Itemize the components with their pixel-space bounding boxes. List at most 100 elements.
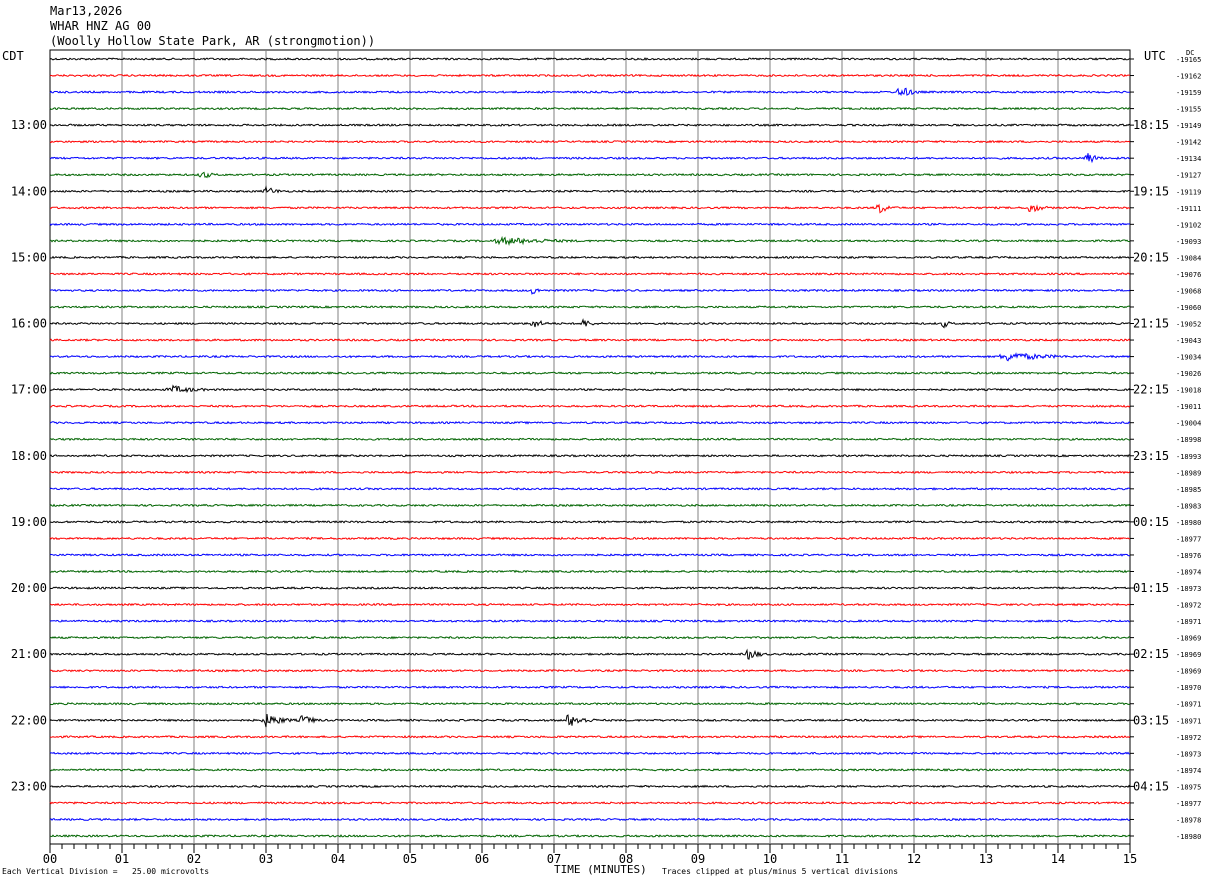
x-tick-label: 07 [547, 852, 561, 866]
trace-blue [49, 486, 1131, 491]
dc-value-label: -19084 [1176, 254, 1201, 262]
trace-red [49, 338, 1131, 342]
cdt-hour-label: 16:00 [11, 317, 47, 331]
dc-value-label: -18972 [1176, 734, 1201, 742]
cdt-hour-label: 13:00 [11, 118, 47, 132]
cdt-hour-label: 23:00 [11, 779, 47, 793]
trace-blue [49, 817, 1131, 822]
trace-red [49, 404, 1131, 409]
trace-black [49, 185, 1130, 194]
dc-value-label: -19060 [1176, 304, 1201, 312]
dc-value-label: -18974 [1176, 568, 1201, 576]
dc-value-label: -19162 [1176, 73, 1201, 81]
dc-value-label: -19134 [1176, 155, 1201, 163]
trace-blue [49, 420, 1131, 425]
x-axis-title: TIME (MINUTES) [554, 863, 647, 876]
plot-frame [49, 49, 1131, 845]
cdt-hour-label: 20:00 [11, 581, 47, 595]
dc-value-label: -19004 [1176, 420, 1201, 428]
x-tick-label: 09 [691, 852, 705, 866]
trace-blue [49, 288, 1131, 295]
dc-label: DC [1186, 49, 1195, 57]
trace-red [49, 602, 1131, 607]
dc-value-label: -19052 [1176, 321, 1201, 329]
cdt-hour-label: 15:00 [11, 250, 47, 264]
dc-value-label: -18971 [1176, 717, 1201, 725]
dc-value-label: -19093 [1176, 238, 1201, 246]
x-tick-label: 02 [187, 852, 201, 866]
trace-red [49, 801, 1131, 805]
dc-value-label: -18973 [1176, 585, 1201, 593]
x-tick-label: 03 [259, 852, 273, 866]
trace-green [49, 569, 1131, 574]
dc-value-label: -19043 [1176, 337, 1201, 345]
cdt-hour-label: 21:00 [11, 647, 47, 661]
trace-blue [49, 751, 1131, 756]
dc-value-label: -19155 [1176, 106, 1201, 114]
trace-black [49, 384, 1131, 394]
trace-blue [49, 222, 1131, 227]
x-tick-label: 05 [403, 852, 417, 866]
dc-value-label: -18978 [1176, 816, 1201, 824]
dc-value-label: -18975 [1176, 783, 1201, 791]
x-tick-label: 11 [835, 852, 849, 866]
dc-value-label: -18980 [1176, 833, 1201, 841]
trace-black [49, 318, 1131, 329]
dc-value-label: -19076 [1176, 271, 1201, 279]
x-tick-label: 10 [763, 852, 777, 866]
dc-value-label: -18983 [1176, 502, 1201, 510]
dc-value-label: -19149 [1176, 122, 1201, 130]
dc-value-label: -19127 [1176, 172, 1201, 180]
trace-red [49, 536, 1131, 541]
left-timezone-label: CDT [2, 49, 24, 63]
station-code: WHAR HNZ AG 00 [50, 19, 152, 33]
dc-value-label: -19011 [1176, 403, 1201, 411]
cdt-hour-label: 19:00 [11, 515, 47, 529]
trace-red [49, 470, 1131, 475]
dc-value-label: -19034 [1176, 354, 1201, 362]
utc-hour-label: 21:15 [1133, 317, 1169, 331]
trace-black [50, 255, 1131, 260]
utc-hour-label: 03:15 [1133, 713, 1169, 727]
trace-black [49, 57, 1131, 61]
dc-value-label: -19018 [1176, 387, 1201, 395]
dc-value-label: -18977 [1176, 800, 1201, 808]
dc-value-label: -19165 [1176, 56, 1201, 64]
dc-value-label: -18993 [1176, 453, 1201, 461]
x-tick-label: 14 [1051, 852, 1065, 866]
x-tick-label: 00 [43, 852, 57, 866]
dc-value-label: -19119 [1176, 188, 1201, 196]
utc-hour-label: 19:15 [1133, 184, 1169, 198]
trace-green [49, 701, 1131, 706]
dc-value-label: -19068 [1176, 287, 1201, 295]
x-tick-label: 04 [331, 852, 345, 866]
x-tick-label: 15 [1123, 852, 1137, 866]
trace-green [49, 503, 1131, 508]
trace-green [49, 106, 1131, 111]
utc-hour-label: 20:15 [1133, 250, 1169, 264]
cdt-hour-label: 17:00 [11, 383, 47, 397]
trace-black [49, 453, 1131, 458]
trace-red [49, 139, 1131, 144]
trace-red [49, 203, 1131, 214]
trace-black [49, 123, 1131, 127]
trace-green [49, 768, 1131, 772]
dc-value-label: -19111 [1176, 205, 1201, 213]
trace-green [49, 171, 1131, 179]
trace-red [49, 668, 1131, 673]
utc-hour-label: 04:15 [1133, 779, 1169, 793]
trace-green [49, 437, 1131, 442]
trace-black [49, 784, 1131, 789]
cdt-hour-label: 14:00 [11, 184, 47, 198]
dc-value-label: -19142 [1176, 139, 1201, 147]
trace-blue [49, 87, 1131, 97]
dc-value-label: -18972 [1176, 602, 1201, 610]
utc-hour-label: 22:15 [1133, 383, 1169, 397]
trace-green [49, 371, 1131, 376]
dc-value-label: -19102 [1176, 221, 1201, 229]
dc-value-label: -19159 [1176, 89, 1201, 97]
dc-value-label: -18973 [1176, 750, 1201, 758]
trace-blue [49, 685, 1131, 690]
trace-black [50, 520, 1131, 524]
station-location: (Woolly Hollow State Park, AR (strongmot… [50, 34, 376, 48]
